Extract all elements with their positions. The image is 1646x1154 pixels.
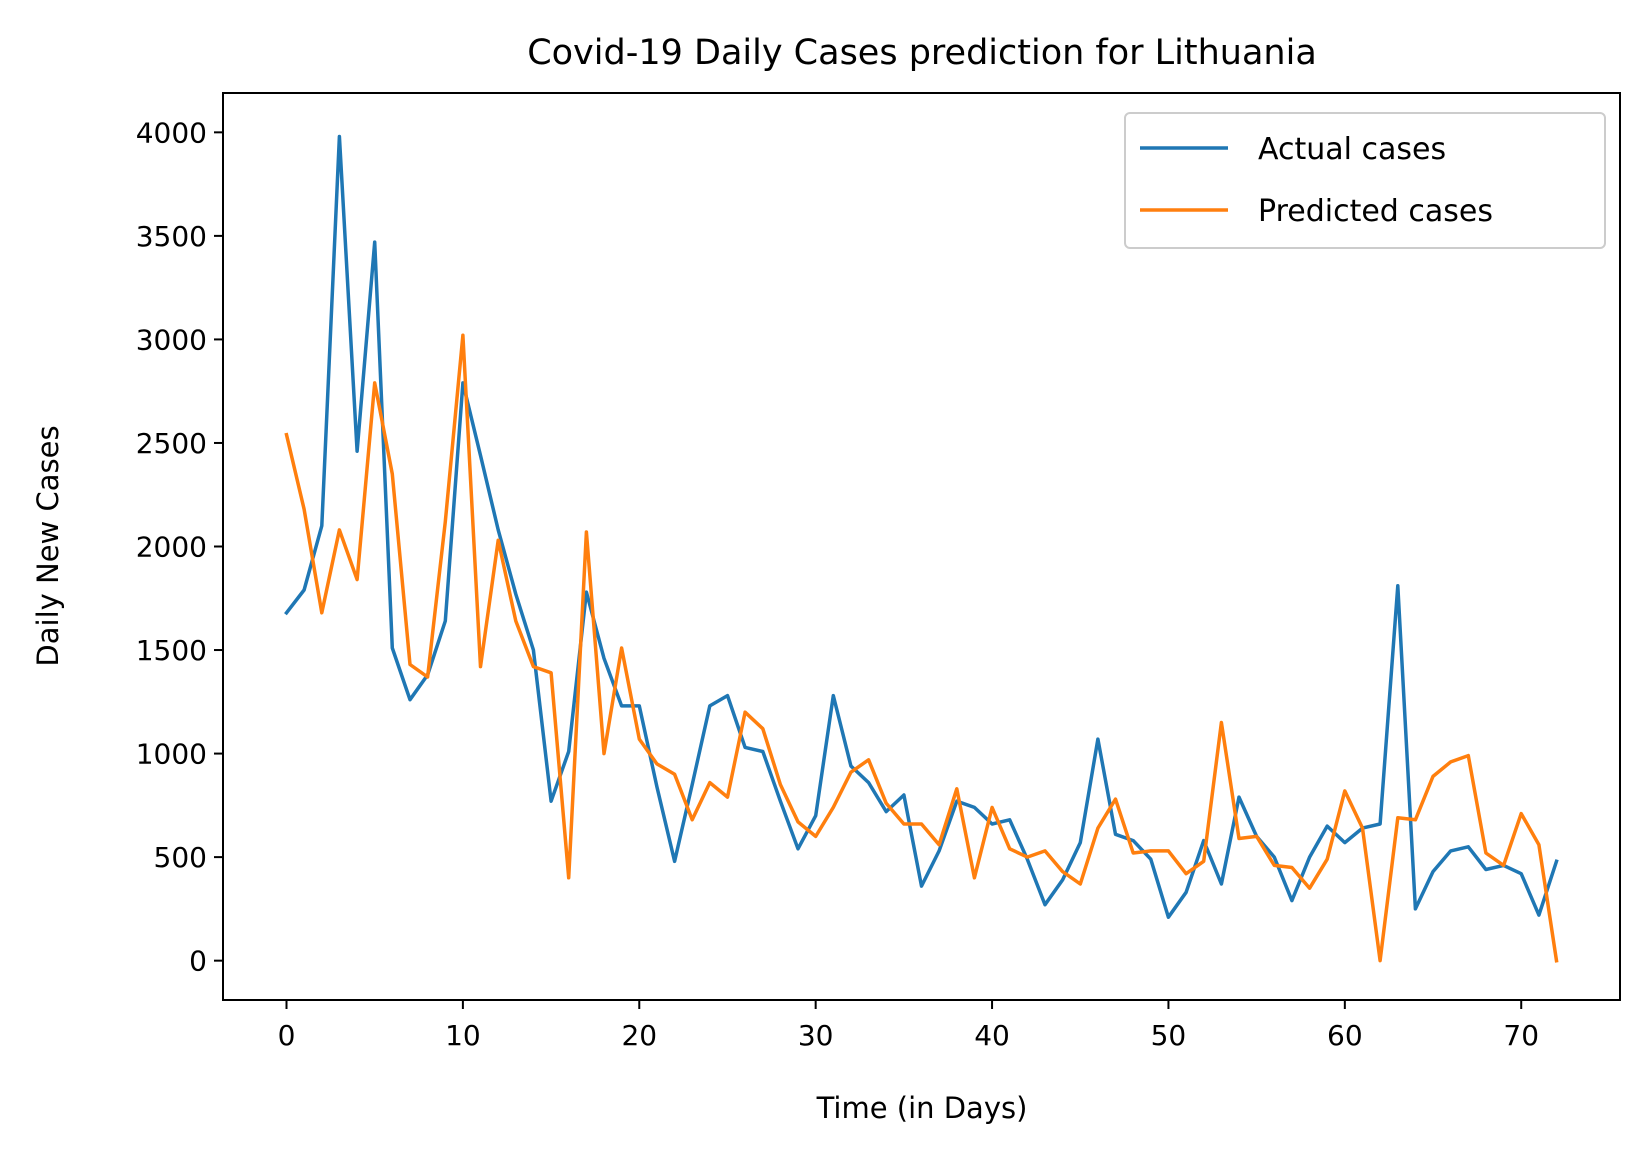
y-tick-label: 3000 [136,323,207,356]
x-tick-label: 10 [445,1019,481,1052]
x-tick-label: 50 [1151,1019,1187,1052]
x-axis: 0 10 20 30 40 50 60 70 [278,1000,1539,1052]
y-tick-label: 1500 [136,634,207,667]
y-axis-label: Daily New Cases [31,425,65,666]
series-layer [284,134,1559,963]
y-tick-label: 2000 [136,531,207,564]
y-tick-label: 2500 [136,427,207,460]
series-line-predicted [284,333,1559,963]
x-tick-label: 0 [278,1019,296,1052]
x-axis-label: Time (in Days) [816,1091,1028,1125]
legend: Actual cases Predicted cases [1124,112,1606,249]
x-tick-label: 70 [1503,1019,1539,1052]
y-axis: 0 500 1000 1500 2000 2500 3000 3500 4000 [136,116,223,978]
series-line-actual [284,134,1559,919]
legend-frame [1124,112,1606,249]
chart-title: Covid-19 Daily Cases prediction for Lith… [527,33,1317,73]
y-tick-label: 3500 [136,220,207,253]
y-tick-label: 4000 [136,116,207,149]
x-tick-label: 30 [798,1019,834,1052]
y-tick-label: 1000 [136,738,207,771]
y-tick-label: 0 [189,945,207,978]
y-tick-label: 500 [154,841,207,874]
legend-label-predicted: Predicted cases [1258,194,1493,229]
x-tick-label: 40 [974,1019,1010,1052]
x-tick-label: 60 [1327,1019,1363,1052]
x-tick-label: 20 [621,1019,657,1052]
legend-label-actual: Actual cases [1258,132,1446,167]
